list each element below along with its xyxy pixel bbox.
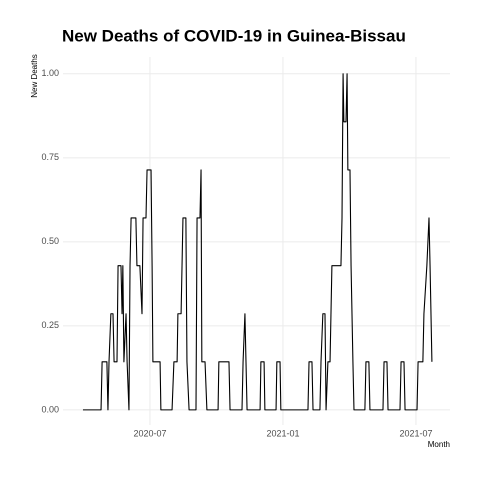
x-tick-label: 2020-07 [133, 428, 166, 438]
x-axis-label: Month [428, 440, 450, 449]
chart-title: New Deaths of COVID-19 in Guinea-Bissau [62, 26, 406, 45]
y-tick-label: 1.00 [41, 68, 59, 78]
x-tick-label: 2021-07 [399, 428, 432, 438]
data-line [82, 73, 433, 411]
x-tick-label: 2021-01 [266, 428, 299, 438]
y-tick-label: 0.25 [41, 320, 59, 330]
y-tick-label: 0.00 [41, 404, 59, 414]
y-tick-label: 0.50 [41, 236, 59, 246]
y-tick-label: 0.75 [41, 152, 59, 162]
y-axis-label: New Deaths [30, 54, 39, 98]
